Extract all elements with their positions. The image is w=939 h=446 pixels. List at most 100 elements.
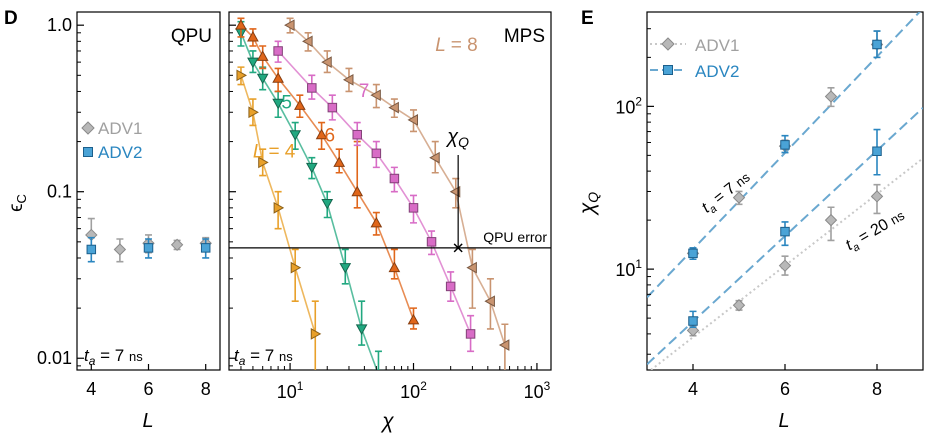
scaling-x-tick-label-8: 8	[872, 379, 882, 399]
qpu-y-tick-label-1.0: 1.0	[47, 15, 72, 35]
qpu-adv2-L8-point	[200, 243, 211, 253]
mps-l5-chi15-point	[305, 162, 318, 174]
mps-title: MPS	[504, 26, 545, 47]
qpu-adv1-L7-point	[170, 238, 184, 252]
mps-l6-chi25-point	[333, 156, 346, 167]
qpu-x-tick-label-4: 4	[86, 379, 96, 399]
mps-label-l4: L = 4	[253, 142, 296, 163]
mps-l6-chi8-point	[272, 72, 284, 83]
mps-l4-chi16-errorbar	[311, 300, 319, 370]
mps-l5-chi20-point	[321, 198, 334, 210]
mps-ta-sub: a	[239, 354, 246, 368]
qpu-x-tick-label-8: 8	[201, 379, 211, 399]
mps-ta-unit: ns	[279, 349, 293, 364]
mps-l8-chi10-point	[284, 19, 295, 32]
mps-l8-chi70-point	[388, 101, 399, 114]
mps-l4-chi5-point	[248, 106, 259, 119]
mps-l8-chi150-point	[429, 151, 440, 164]
qpu-marks	[85, 217, 212, 263]
mps-l5-chi11-point	[289, 130, 302, 141]
qpu-legend-adv1-marker	[81, 121, 95, 135]
mps-reference-lines	[229, 155, 551, 253]
qpu-y-axis-title: ϵC	[6, 194, 29, 212]
qpu-legend-adv2-label: ADV2	[98, 143, 142, 162]
mps-curve-l8	[289, 24, 506, 346]
mps-l7-chi22-point	[327, 102, 338, 113]
mps-l8-chi220-point	[449, 185, 461, 198]
mps-l6-chi100-point	[407, 313, 420, 325]
mps-l5-chi28-point	[339, 263, 352, 274]
mps-marks	[235, 17, 510, 370]
mps-plot-frame	[228, 11, 552, 371]
qpu-x-axis-title: L	[142, 410, 153, 432]
qpu-adv1-L5-point	[113, 243, 127, 256]
mps-l6-chi18-point	[315, 128, 328, 140]
scaling-marks	[686, 30, 884, 337]
mps-l4-chi4-point	[236, 69, 247, 82]
mps-l6-chi35-errorbar	[353, 140, 361, 209]
scaling-s2-L4-point	[686, 324, 700, 337]
mps-l8-chi300-errorbar	[468, 248, 476, 309]
qpu-y-axis-title-sub: C	[14, 194, 29, 203]
mps-axes: 101 102 103	[229, 24, 551, 402]
mps-l5-chi52-errorbar	[374, 350, 382, 370]
mps-l6-chi50-point	[370, 216, 383, 228]
mps-l8-chi30-point	[342, 73, 354, 86]
mps-l7-chi290-point	[465, 329, 476, 339]
scaling-x-axis-title: L	[778, 410, 789, 432]
mps-chi-q-marker	[453, 243, 463, 253]
mps-l4-chi11-point	[290, 261, 302, 274]
mps-x-axis-title: χ	[380, 410, 394, 433]
scaling-legend-adv2-label: ADV2	[695, 62, 739, 81]
scaling-y-axis-title: χQ	[576, 192, 601, 216]
mps-label-l5: 5	[281, 93, 292, 114]
qpu-x-tick-label-6: 6	[143, 379, 153, 399]
mps-l4-chi6-point	[258, 156, 269, 169]
mps-l7-chi35-point	[352, 129, 362, 140]
panel-d-letter: D	[4, 8, 18, 29]
mps-l6-chi70-point	[388, 261, 401, 273]
qpu-adv2-L6-point	[143, 243, 154, 253]
scaling-x-tick-label-4: 4	[688, 379, 698, 399]
mps-ta-rest: = 7	[245, 346, 279, 365]
svg-text:χQ: χQ	[576, 192, 601, 216]
mps-l5-chi38-errorbar	[358, 300, 366, 346]
mps-chi-q-sub: Q	[458, 134, 469, 150]
mps-qpu-error-label: QPU error	[483, 229, 547, 245]
scaling-axes: 4 6 8 101 102	[615, 28, 882, 399]
mps-l7-chi140-point	[426, 237, 437, 247]
scaling-legend-adv1-marker	[661, 37, 675, 51]
mps-l6-chi12-point	[294, 99, 306, 110]
qpu-y-tick-label-0.1: 0.1	[47, 182, 72, 202]
scaling-x-tick-label-6: 6	[780, 379, 790, 399]
mps-l4-chi16-point	[310, 328, 322, 340]
scaling-legend-adv2-marker	[663, 65, 673, 75]
mps-l7-chi100-point	[408, 203, 419, 213]
mps-l7-chi200-point	[445, 281, 456, 292]
mps-l6-chi6-point	[256, 50, 269, 61]
qpu-title: QPU	[171, 26, 212, 47]
qpu-ta-rest: = 7	[95, 346, 129, 365]
qpu-axes: 4 6 8 0.01 0.1 1.0	[37, 15, 211, 399]
scaling-legend-adv2: ADV2	[650, 62, 739, 81]
mps-l5-chi52-point	[372, 369, 385, 370]
mps-ta-annotation: ta = 7 ns	[234, 346, 293, 368]
svg-text:ϵC: ϵC	[6, 194, 29, 212]
scaling-s1-L4-point	[688, 248, 698, 259]
qpu-y-tick-label-0.01: 0.01	[37, 348, 72, 368]
qpu-ta-main: t	[84, 346, 90, 365]
scaling-s1-L8-point	[872, 39, 882, 50]
panel-d-qpu: D QPU ϵC L ta = 7 ns ADV1 ADV2 4 6 8 0.01 0.…	[4, 8, 221, 432]
mps-ta-main: t	[234, 346, 240, 365]
mps-l7-chi8-point	[273, 46, 283, 56]
mps-label-l8: L = 8	[435, 35, 477, 56]
mps-x-tick-label-1000: 103	[524, 379, 551, 402]
qpu-legend: ADV1 ADV2	[81, 119, 142, 162]
scaling-s0-L7-point	[824, 90, 838, 103]
scaling-s3-L8-point	[872, 146, 882, 156]
qpu-legend-adv1-label: ADV1	[98, 119, 142, 138]
mps-curve-l7	[277, 50, 472, 335]
mps-l7-chi50-point	[371, 148, 382, 159]
